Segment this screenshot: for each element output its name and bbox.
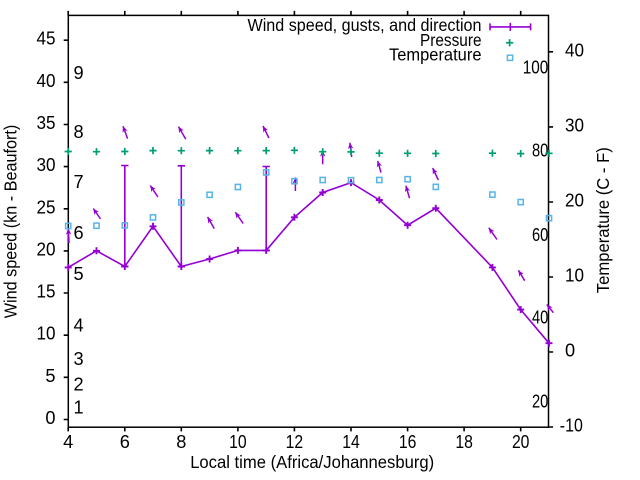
svg-text:40: 40 bbox=[532, 308, 548, 328]
svg-text:18: 18 bbox=[455, 432, 473, 452]
svg-text:2: 2 bbox=[74, 374, 84, 394]
svg-text:14: 14 bbox=[342, 432, 360, 452]
svg-text:10: 10 bbox=[229, 432, 247, 452]
svg-text:9: 9 bbox=[74, 63, 84, 83]
svg-text:7: 7 bbox=[74, 172, 84, 192]
svg-text:4: 4 bbox=[74, 316, 84, 336]
svg-text:45: 45 bbox=[37, 29, 56, 49]
svg-text:-10: -10 bbox=[560, 416, 583, 436]
svg-text:5: 5 bbox=[74, 264, 84, 284]
svg-text:16: 16 bbox=[399, 432, 417, 452]
svg-text:20: 20 bbox=[37, 239, 56, 259]
svg-text:0: 0 bbox=[565, 341, 575, 361]
svg-text:20: 20 bbox=[532, 391, 548, 411]
svg-text:30: 30 bbox=[37, 155, 56, 175]
svg-text:5: 5 bbox=[45, 366, 55, 386]
svg-text:0: 0 bbox=[45, 408, 55, 428]
svg-text:Wind speed (kn - Beaufort): Wind speed (kn - Beaufort) bbox=[1, 125, 21, 319]
svg-text:6: 6 bbox=[120, 432, 130, 452]
svg-text:30: 30 bbox=[565, 115, 584, 135]
svg-text:35: 35 bbox=[37, 113, 56, 133]
svg-text:8: 8 bbox=[74, 122, 84, 142]
svg-text:100: 100 bbox=[523, 58, 549, 78]
svg-text:4: 4 bbox=[63, 432, 73, 452]
svg-text:Temperature (C - F): Temperature (C - F) bbox=[593, 147, 613, 293]
svg-text:80: 80 bbox=[532, 141, 548, 161]
svg-text:1: 1 bbox=[74, 397, 84, 417]
svg-text:10: 10 bbox=[37, 324, 56, 344]
svg-text:25: 25 bbox=[37, 197, 56, 217]
svg-text:Temperature: Temperature bbox=[389, 45, 482, 65]
svg-text:20: 20 bbox=[512, 432, 530, 452]
svg-text:6: 6 bbox=[74, 223, 84, 243]
svg-text:8: 8 bbox=[176, 432, 186, 452]
svg-text:40: 40 bbox=[37, 71, 56, 91]
svg-text:10: 10 bbox=[565, 266, 584, 286]
svg-text:40: 40 bbox=[565, 40, 584, 60]
svg-text:20: 20 bbox=[565, 191, 584, 211]
svg-text:60: 60 bbox=[532, 225, 548, 245]
svg-text:Pressure: Pressure bbox=[420, 30, 482, 50]
svg-text:3: 3 bbox=[74, 349, 84, 369]
svg-text:15: 15 bbox=[37, 282, 56, 302]
svg-text:12: 12 bbox=[286, 432, 304, 452]
svg-text:Wind speed, gusts, and directi: Wind speed, gusts, and direction bbox=[248, 15, 482, 35]
svg-text:Local time (Africa/Johannesbur: Local time (Africa/Johannesburg) bbox=[190, 452, 434, 472]
